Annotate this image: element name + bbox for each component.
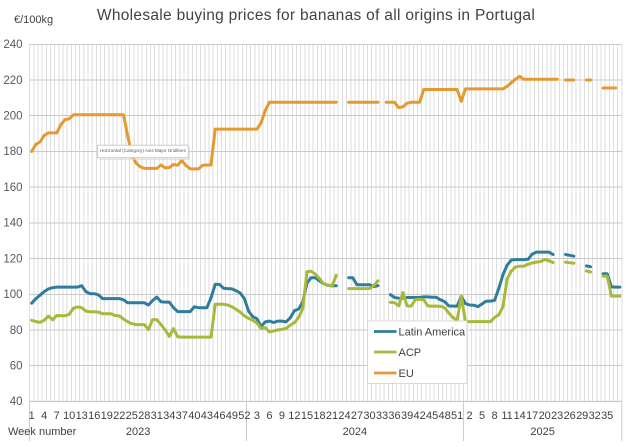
svg-text:40: 40 [188, 410, 200, 422]
svg-text:24: 24 [338, 410, 350, 422]
svg-text:27: 27 [351, 410, 363, 422]
svg-text:23: 23 [551, 410, 563, 422]
svg-text:220: 220 [3, 75, 22, 87]
svg-text:34: 34 [163, 410, 175, 422]
svg-text:EU: EU [399, 368, 414, 380]
svg-text:52: 52 [238, 410, 250, 422]
svg-text:2024: 2024 [343, 426, 367, 438]
svg-text:19: 19 [101, 410, 113, 422]
svg-text:2: 2 [467, 410, 473, 422]
svg-text:20: 20 [539, 410, 551, 422]
svg-text:16: 16 [88, 410, 100, 422]
svg-text:9: 9 [279, 410, 285, 422]
svg-text:160: 160 [3, 182, 22, 194]
svg-text:48: 48 [438, 410, 450, 422]
svg-text:4: 4 [41, 410, 47, 422]
svg-text:31: 31 [151, 410, 163, 422]
svg-text:8: 8 [492, 410, 498, 422]
svg-text:60: 60 [10, 361, 23, 373]
svg-text:39: 39 [401, 410, 413, 422]
svg-text:43: 43 [201, 410, 213, 422]
svg-text:49: 49 [226, 410, 238, 422]
svg-text:14: 14 [514, 410, 526, 422]
svg-text:29: 29 [576, 410, 588, 422]
svg-text:140: 140 [3, 218, 22, 230]
svg-text:42: 42 [413, 410, 425, 422]
svg-text:120: 120 [3, 253, 22, 265]
svg-text:7: 7 [54, 410, 60, 422]
svg-text:Week number: Week number [8, 426, 77, 438]
svg-text:ACP: ACP [399, 347, 422, 359]
svg-text:40: 40 [10, 396, 23, 408]
svg-text:€/100kg: €/100kg [14, 14, 53, 26]
svg-text:2023: 2023 [126, 426, 150, 438]
svg-text:18: 18 [313, 410, 325, 422]
svg-text:80: 80 [10, 325, 23, 337]
svg-text:45: 45 [426, 410, 438, 422]
svg-text:28: 28 [138, 410, 150, 422]
svg-text:17: 17 [526, 410, 538, 422]
svg-text:12: 12 [288, 410, 300, 422]
svg-text:1: 1 [29, 410, 35, 422]
svg-text:22: 22 [113, 410, 125, 422]
svg-text:33: 33 [376, 410, 388, 422]
svg-text:200: 200 [3, 111, 22, 123]
svg-text:2025: 2025 [530, 426, 554, 438]
svg-text:10: 10 [63, 410, 75, 422]
svg-text:37: 37 [176, 410, 188, 422]
svg-text:Wholesale buying prices for ba: Wholesale buying prices for bananas of a… [97, 7, 535, 24]
svg-text:3: 3 [254, 410, 260, 422]
svg-text:51: 51 [451, 410, 463, 422]
svg-text:36: 36 [388, 410, 400, 422]
svg-text:46: 46 [213, 410, 225, 422]
svg-text:180: 180 [3, 146, 22, 158]
svg-text:21: 21 [326, 410, 338, 422]
svg-text:240: 240 [3, 39, 22, 51]
svg-text:11: 11 [501, 410, 512, 422]
svg-text:30: 30 [363, 410, 375, 422]
svg-text:6: 6 [266, 410, 272, 422]
svg-text:32: 32 [589, 410, 601, 422]
svg-text:5: 5 [479, 410, 485, 422]
svg-text:Latin America: Latin America [399, 326, 467, 338]
svg-text:35: 35 [601, 410, 613, 422]
svg-text:26: 26 [564, 410, 576, 422]
svg-text:25: 25 [126, 410, 138, 422]
svg-text:100: 100 [3, 289, 22, 301]
svg-text:13: 13 [76, 410, 88, 422]
svg-text:15: 15 [301, 410, 313, 422]
svg-text:Horizontal (Category) Axis Maj: Horizontal (Category) Axis Major Gridlin… [100, 148, 187, 153]
